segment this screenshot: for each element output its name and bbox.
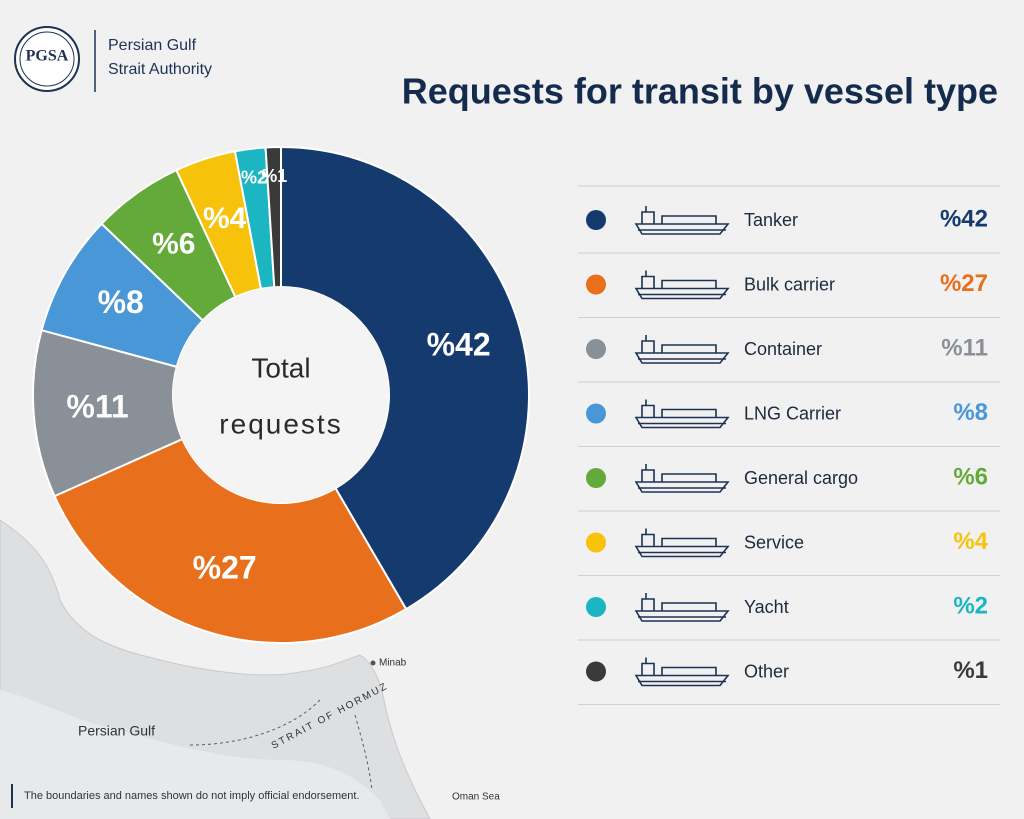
legend-marker bbox=[586, 403, 606, 424]
cargo bbox=[661, 473, 717, 482]
map bbox=[0, 519, 431, 819]
logo-ring bbox=[19, 31, 75, 87]
route bbox=[189, 699, 321, 746]
superstructure bbox=[641, 206, 655, 224]
cargo bbox=[661, 537, 717, 547]
sea bbox=[0, 690, 390, 819]
legend-value: %8 bbox=[953, 399, 988, 426]
vessel-icon bbox=[634, 270, 730, 300]
legend-marker bbox=[586, 274, 606, 295]
legend-marker bbox=[586, 597, 606, 617]
donut-hole bbox=[173, 287, 389, 503]
slice-label: %42 bbox=[427, 326, 491, 362]
legend-value: %27 bbox=[940, 270, 988, 297]
superstructure bbox=[641, 399, 655, 418]
legend-value: %4 bbox=[953, 528, 988, 555]
map-label: Minab bbox=[379, 658, 407, 669]
vessel-icon bbox=[634, 464, 730, 493]
legend-marker bbox=[586, 532, 606, 553]
cargo bbox=[661, 344, 717, 353]
vessel-icon bbox=[634, 399, 730, 429]
legend-marker bbox=[586, 468, 606, 488]
slice-label: %8 bbox=[98, 284, 144, 320]
legend-value: %2 bbox=[953, 592, 988, 619]
vessel-icon bbox=[634, 528, 730, 558]
slice-label: %6 bbox=[152, 227, 195, 260]
hull bbox=[634, 674, 730, 687]
cargo bbox=[661, 602, 717, 611]
org-name: Persian Gulf bbox=[108, 37, 197, 54]
slice-label: %2 bbox=[241, 167, 267, 187]
vessel-icon bbox=[634, 206, 730, 235]
superstructure bbox=[641, 335, 655, 353]
legend-label: Bulk carrier bbox=[744, 274, 835, 294]
legend-marker bbox=[586, 661, 606, 682]
cargo bbox=[661, 666, 717, 676]
legend-marker bbox=[586, 210, 606, 230]
legend-value: %1 bbox=[953, 657, 988, 684]
vessel-icon bbox=[634, 593, 730, 622]
legend-label: LNG Carrier bbox=[744, 403, 841, 423]
legend-label: Tanker bbox=[744, 210, 798, 230]
superstructure bbox=[641, 657, 655, 676]
hull bbox=[634, 287, 730, 300]
center-label: requests bbox=[219, 408, 342, 439]
legend-value: %11 bbox=[941, 334, 988, 361]
logo: PGSA bbox=[26, 48, 69, 65]
superstructure bbox=[641, 528, 655, 547]
donut: %42 %27 %11 %8%6%4 %2%1 bbox=[32, 145, 530, 644]
chart-title: Requests for transit by vessel type bbox=[402, 71, 998, 112]
hull bbox=[634, 416, 730, 429]
logo-ring bbox=[14, 26, 80, 92]
legend-value: %42 bbox=[940, 205, 988, 232]
hull bbox=[634, 223, 730, 235]
legend-marker bbox=[586, 339, 606, 359]
legend-label: Other bbox=[744, 661, 789, 681]
cargo bbox=[661, 215, 717, 224]
superstructure bbox=[641, 464, 655, 482]
vessel-icon bbox=[634, 657, 730, 687]
slice-label: %27 bbox=[193, 550, 257, 586]
center-label: Total bbox=[251, 352, 310, 383]
hull bbox=[634, 481, 730, 493]
superstructure bbox=[641, 593, 655, 611]
legend-label: Container bbox=[744, 339, 822, 359]
cargo bbox=[661, 279, 717, 289]
legend-label: General cargo bbox=[744, 468, 858, 488]
legend-label: Yacht bbox=[744, 597, 789, 617]
slice-label: %1 bbox=[261, 166, 287, 186]
hull bbox=[634, 352, 730, 364]
org-name: Strait Authority bbox=[108, 61, 212, 78]
map-label: Persian Gulf bbox=[78, 723, 155, 739]
city-dot bbox=[370, 660, 376, 666]
route bbox=[354, 714, 373, 791]
slice-label: %4 bbox=[203, 202, 247, 235]
map-label: Oman Sea bbox=[452, 792, 500, 803]
superstructure bbox=[641, 270, 655, 289]
legend: Tanker %42 Bulk carrier %27 Container %11 LNG … bbox=[578, 185, 1000, 705]
disclaimer: The boundaries and names shown do not im… bbox=[24, 790, 360, 802]
cargo bbox=[661, 408, 717, 418]
hull bbox=[634, 545, 730, 558]
legend-value: %6 bbox=[953, 463, 988, 490]
legend-label: Service bbox=[744, 532, 804, 552]
vessel-icon bbox=[634, 335, 730, 364]
slice-label: %11 bbox=[66, 389, 128, 425]
hull bbox=[634, 610, 730, 622]
